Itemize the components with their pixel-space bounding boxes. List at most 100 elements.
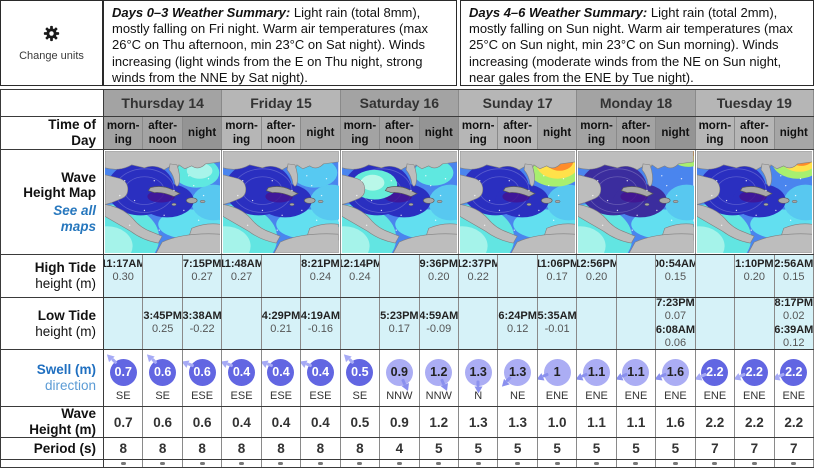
swell-direction-text: NNW (386, 390, 413, 402)
partial-cell (577, 460, 617, 467)
period-label: Period (s) (1, 438, 104, 459)
partial-cell (656, 460, 696, 467)
swell-value: 0.4 (228, 358, 256, 386)
partial-cell (104, 460, 144, 467)
partial-icon (712, 462, 718, 465)
wave-height-map-fri[interactable] (222, 150, 341, 254)
wave-height-map-sat[interactable] (340, 150, 459, 254)
forecast-table: Thursday 14 Friday 15 Saturday 16 Sunday 17… (0, 89, 814, 468)
arrow-tail (476, 380, 480, 386)
swell-badge: 1.6 (656, 355, 692, 389)
low-tide-cell-sun-afternoon: 6:24PM 0.12 (498, 298, 538, 349)
tide-time: 2:56AM (774, 258, 814, 270)
swell-direction-label-line: Swell (m) (36, 362, 96, 378)
time-of-day-text: after- (148, 119, 178, 132)
low-tide-cell-mon-night: 7:23PM 0.07 6:08AM 0.06 (656, 298, 696, 349)
high-tide-cell-sat-night: 9:36PM 0.20 (419, 255, 459, 297)
arrow-tail (266, 363, 273, 369)
period-value-mon-morning: 5 (577, 438, 617, 459)
wave-height-map-sun[interactable] (458, 150, 578, 254)
swell-cell-sat-afternoon: 0.9 NNW (380, 350, 420, 406)
swell-value: 1.3 (464, 358, 492, 386)
partial-row (0, 460, 814, 468)
see-all-maps-link[interactable]: See all maps (53, 203, 96, 234)
tide-time: 6:24PM (498, 310, 537, 322)
high-tide-cell-tue-afternoon: 1:10PM 0.20 (735, 255, 775, 297)
time-of-day-label-line: Time of (48, 117, 96, 133)
time-of-day-fri-afternoon: after-noon (261, 117, 302, 149)
swell-direction-text: N (474, 390, 483, 402)
tide-height: 0.15 (664, 271, 687, 283)
time-of-day-text: morn- (580, 119, 613, 132)
wave-height-map-tue[interactable] (695, 150, 814, 254)
swell-badge: 0.6 (182, 355, 219, 389)
swell-direction-label: Swell (m) direction (1, 350, 104, 406)
time-of-day-text: noon (266, 134, 296, 146)
tide-height: 0.20 (743, 271, 766, 283)
swell-direction-text: ENE (743, 390, 766, 402)
swell-direction-text: ESE (309, 390, 332, 402)
period-value-mon-night: 5 (656, 438, 696, 459)
low-tide-cell-fri-night: 4:19AM -0.16 (301, 298, 341, 349)
change-units-button[interactable]: Change units (0, 0, 103, 86)
tide-height: -0.09 (426, 323, 452, 335)
swell-value: 0.4 (306, 358, 334, 386)
time-of-day-text: night (424, 126, 453, 139)
summary-text: Light rain (total 8mm), mostly falling o… (112, 5, 428, 85)
high-tide-cell-thu-night: 7:15PM 0.27 (182, 255, 223, 297)
tide-time: 00:54AM (656, 258, 696, 270)
high-tide-cell-fri-afternoon (261, 255, 302, 297)
swell-value: 0.6 (188, 358, 216, 386)
high-tide-cell-mon-afternoon (616, 255, 657, 297)
swell-direction-text: SE (155, 390, 170, 402)
partial-icon (633, 462, 639, 465)
time-of-day-fri-night: night (301, 117, 341, 149)
swell-direction-label-line: direction (44, 378, 96, 393)
tide-time: 7:15PM (182, 258, 222, 270)
time-of-day-text: ing (587, 134, 606, 146)
arrow-tail (581, 372, 589, 378)
period-value-sun-night: 5 (537, 438, 578, 459)
tide-height: 0.24 (309, 271, 332, 283)
period-value-sun-morning: 5 (458, 438, 499, 459)
low-tide-row: Low Tide height (m) 3:45PM 0.25 3:38AM -0.22 4… (0, 298, 814, 350)
swell-direction-text: ENE (545, 390, 569, 402)
tide-height: 0.22 (467, 271, 489, 283)
wave-map-label-line: Height Map (23, 185, 96, 201)
time-of-day-text: after- (266, 119, 296, 132)
wave-height-value-sun-night: 1.0 (537, 407, 578, 437)
wave-height-map-thu[interactable] (104, 150, 223, 254)
period-value-sat-afternoon: 4 (380, 438, 420, 459)
time-of-day-text: ing (232, 134, 251, 146)
tide-height: 0.17 (388, 323, 411, 335)
wave-height-map-mon[interactable] (577, 150, 696, 254)
swell-value: 1 (543, 358, 571, 386)
swell-cell-tue-morning: 2.2 ENE (695, 350, 736, 406)
swell-direction-text: ENE (624, 390, 648, 402)
period-label-line: Period (s) (33, 440, 96, 456)
time-of-day-text: ing (351, 134, 369, 146)
partial-cell (182, 460, 223, 467)
time-of-day-sat-afternoon: after-noon (380, 117, 420, 149)
partial-icon (475, 462, 481, 465)
low-tide-cell-thu-morning (104, 298, 144, 349)
tide-height: 0.06 (664, 336, 687, 349)
swell-value: 2.2 (740, 358, 768, 386)
swell-badge: 2.2 (735, 355, 771, 389)
period-value-fri-afternoon: 8 (261, 438, 302, 459)
time-of-day-text: ing (469, 134, 487, 146)
swell-cell-fri-night: 0.4 ESE (301, 350, 341, 406)
wave-map-row: Wave Height Map See all maps (0, 150, 814, 255)
swell-cell-sun-afternoon: 1.3 NE (498, 350, 538, 406)
swell-direction-text: ENE (585, 390, 608, 402)
tide-height: 0.15 (783, 271, 805, 283)
swell-value: 1.1 (622, 358, 650, 386)
swell-badge: 1.1 (577, 355, 614, 389)
tide-height: 0.30 (112, 271, 134, 283)
summary-lead: Days 4–6 Weather Summary: (469, 5, 648, 20)
tide-time: 4:59AM (419, 310, 459, 322)
tide-height: 0.20 (428, 271, 450, 283)
wave-height-value-fri-night: 0.4 (301, 407, 341, 437)
